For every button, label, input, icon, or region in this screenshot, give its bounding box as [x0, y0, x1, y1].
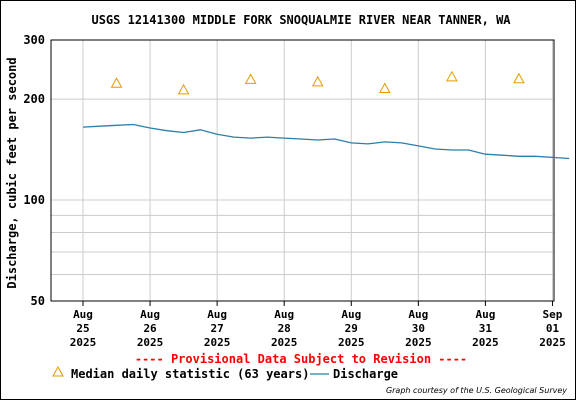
chart-title: USGS 12141300 MIDDLE FORK SNOQUALMIE RIV… — [91, 13, 511, 27]
x-tick-labels: Aug252025Aug262025Aug272025Aug282025Aug2… — [70, 301, 566, 349]
median-marker — [244, 73, 257, 84]
x-tick-label: 2025 — [539, 336, 566, 349]
provisional-notice: ---- Provisional Data Subject to Revisio… — [135, 352, 467, 366]
x-tick-label: Sep — [543, 308, 563, 321]
x-tick-label: 2025 — [70, 336, 97, 349]
x-tick-label: 30 — [412, 322, 425, 335]
y-axis-label: Discharge, cubic feet per second — [5, 57, 19, 288]
legend-median-marker — [52, 365, 64, 377]
y-tick-label: 100 — [23, 193, 45, 207]
plot-area-border — [50, 39, 555, 302]
x-tick-label: 2025 — [204, 336, 231, 349]
x-tick-label: 01 — [546, 322, 560, 335]
x-tick-label: Aug — [207, 308, 227, 321]
y-tick-label: 300 — [23, 33, 45, 47]
x-tick-label: 31 — [479, 322, 493, 335]
chart-series — [82, 70, 570, 160]
x-tick-label: Aug — [274, 308, 294, 321]
y-tick-labels: 50 100 200 300 — [23, 33, 45, 308]
y-tick-label: 200 — [23, 92, 45, 106]
x-tick-label: 2025 — [405, 336, 432, 349]
median-marker — [378, 82, 391, 94]
x-tick-label: Aug — [475, 308, 495, 321]
credit-text: Graph courtesy of the U.S. Geological Su… — [386, 386, 567, 395]
x-tick-label: 2025 — [338, 336, 365, 349]
x-tick-label: 2025 — [472, 336, 499, 349]
x-tick-label: Aug — [140, 308, 160, 321]
x-tick-label: 2025 — [137, 336, 164, 349]
discharge-line — [82, 123, 570, 160]
x-tick-label: 26 — [143, 322, 157, 335]
median-marker — [446, 70, 458, 82]
x-tick-label: 28 — [278, 322, 291, 335]
x-tick-label: 27 — [211, 322, 224, 335]
legend: Median daily statistic (63 years) Discha… — [52, 365, 398, 381]
x-tick-label: Aug — [73, 308, 93, 321]
legend-median-label: Median daily statistic (63 years) — [71, 367, 309, 381]
median-marker — [311, 75, 324, 87]
legend-discharge-label: Discharge — [333, 367, 398, 381]
x-tick-label: 29 — [345, 322, 358, 335]
median-marker — [177, 83, 190, 95]
y-tick-label: 50 — [31, 294, 45, 308]
x-tick-label: Aug — [341, 308, 361, 321]
x-tick-label: Aug — [408, 308, 428, 321]
x-tick-label: 2025 — [271, 336, 298, 349]
median-marker — [513, 72, 525, 84]
x-tick-label: 25 — [76, 322, 89, 335]
grid-lines — [51, 39, 554, 302]
median-marker — [110, 77, 123, 88]
